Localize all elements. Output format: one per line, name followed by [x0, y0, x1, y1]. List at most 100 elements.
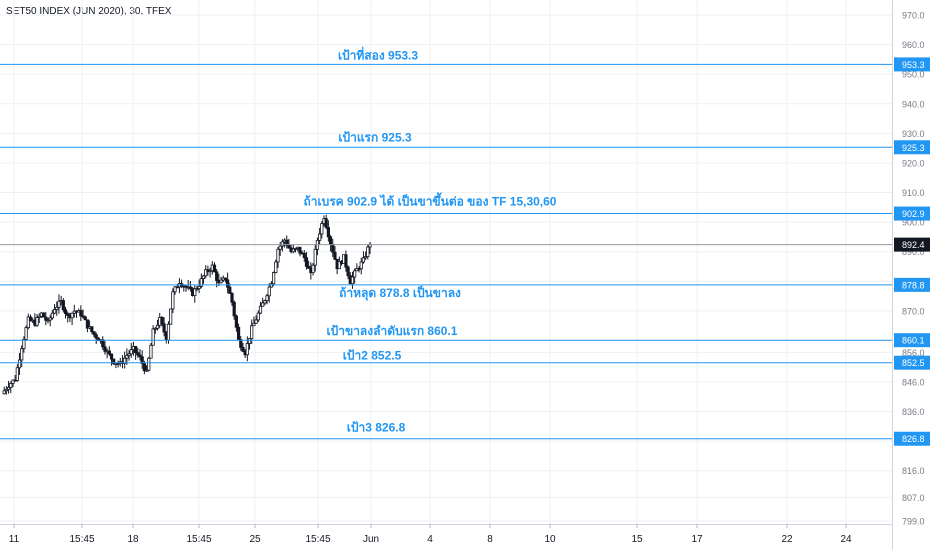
candle-body	[302, 252, 306, 259]
level-annotation: เป้าแรก 925.3	[338, 130, 412, 144]
candle-body	[350, 276, 355, 285]
candle-body	[160, 316, 164, 325]
price-tick-label: 920.0	[902, 158, 925, 168]
candle-body	[162, 323, 166, 333]
candle-body	[263, 300, 267, 304]
candle-body	[55, 306, 59, 310]
time-tick-label: 25	[249, 534, 261, 545]
price-tick-label: 930.0	[902, 129, 925, 139]
candle-body	[252, 322, 256, 327]
candle-body	[245, 343, 249, 356]
candle-body	[236, 326, 241, 340]
candle-body	[140, 356, 144, 364]
time-tick-label: 18	[127, 534, 139, 545]
time-tick-label: 8	[487, 534, 493, 545]
time-tick-label: 17	[691, 534, 703, 545]
candle-body	[142, 363, 146, 372]
candle-body	[298, 246, 302, 254]
candle-body	[199, 278, 203, 287]
candle-body	[215, 271, 219, 281]
price-tick-label: 960.0	[902, 40, 925, 50]
level-price-badge	[894, 206, 930, 221]
time-tick-label: 22	[781, 534, 793, 545]
time-tick-label: 15:45	[186, 534, 211, 545]
candle-body	[136, 352, 140, 356]
candle-body	[241, 347, 245, 352]
candle-body	[149, 344, 153, 359]
candle-body	[52, 309, 57, 314]
candle-body	[46, 319, 50, 322]
candle-body	[61, 300, 65, 311]
candle-body	[256, 312, 260, 321]
level-price-label: 826.8	[902, 434, 925, 444]
candle-body	[287, 244, 291, 249]
time-tick-label: 24	[840, 534, 852, 545]
candle-body	[79, 310, 83, 317]
grid-layer	[0, 0, 892, 524]
candle-body	[57, 300, 61, 308]
candle-body	[169, 308, 173, 325]
candle-body	[83, 316, 87, 321]
candle-body	[2, 390, 6, 395]
price-tick-label: 940.0	[902, 99, 925, 109]
time-axis[interactable]: 11 15:45 18 15:45 25 15:45 Jun 4 8 10 15 17 22 24	[0, 524, 892, 545]
candle-body	[125, 355, 129, 359]
candle-body	[333, 251, 337, 260]
price-tick-label: 910.0	[902, 188, 925, 198]
level-price-label: 852.5	[902, 358, 925, 368]
candle-body	[24, 327, 28, 340]
candle-body	[193, 288, 197, 297]
level-annotation: เป้าที่สอง 953.3	[338, 46, 418, 62]
candle-body	[85, 319, 90, 329]
candle-body	[346, 266, 350, 277]
candle-body	[35, 317, 39, 326]
time-tick-label: 10	[544, 534, 556, 545]
price-tick-label: 836.0	[902, 407, 925, 417]
price-tick-label: 807.0	[902, 493, 925, 503]
candle-body	[107, 350, 111, 355]
candle-body	[261, 302, 265, 307]
candle-body	[234, 315, 238, 328]
time-tick-label: 15:45	[305, 534, 330, 545]
candle-body	[28, 316, 33, 321]
candle-body	[6, 386, 11, 390]
candle-body	[195, 288, 199, 290]
candle-body	[320, 223, 324, 235]
level-price-badge	[894, 333, 930, 348]
candle-body	[344, 254, 348, 268]
candle-body	[94, 334, 98, 339]
candle-body	[197, 285, 201, 289]
candle-body	[291, 248, 295, 253]
candle-body	[326, 227, 330, 238]
candle-body	[112, 358, 116, 365]
candle-body	[258, 305, 263, 314]
candle-body	[44, 316, 48, 321]
candle-body	[171, 291, 175, 310]
price-axis[interactable]: 970.0 960.0 950.0 940.0 930.0 920.0 910.0 900.0…	[892, 0, 931, 550]
candle-body	[219, 279, 223, 284]
candle-body	[37, 315, 41, 318]
candle-body	[175, 286, 179, 289]
level-price-badge	[894, 355, 930, 370]
price-tick-label: 799.0	[902, 517, 925, 527]
candle-body	[269, 283, 274, 288]
candle-body	[11, 379, 15, 384]
candle-body	[280, 241, 284, 247]
candle-body	[361, 257, 366, 263]
candle-body	[153, 327, 157, 330]
candle-body	[17, 359, 22, 369]
candle-body	[127, 353, 131, 356]
time-tick-label: 15	[631, 534, 643, 545]
chart-symbol-title: SET50 INDEX (JUN 2020), 30, TFEX	[6, 6, 172, 17]
level-annotation: เป้า2 852.5	[343, 349, 402, 363]
candle-body	[134, 346, 138, 354]
last-price-label: 892.4	[902, 240, 925, 250]
price-tick-label: 970.0	[902, 11, 925, 21]
candle-body	[201, 275, 206, 280]
candle-body	[144, 369, 149, 372]
candle-body	[166, 323, 171, 341]
candle-body	[366, 246, 370, 258]
price-tick-label: 846.0	[902, 377, 925, 387]
candle-body	[337, 260, 341, 270]
